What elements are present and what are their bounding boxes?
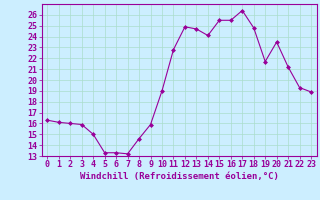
X-axis label: Windchill (Refroidissement éolien,°C): Windchill (Refroidissement éolien,°C): [80, 172, 279, 181]
